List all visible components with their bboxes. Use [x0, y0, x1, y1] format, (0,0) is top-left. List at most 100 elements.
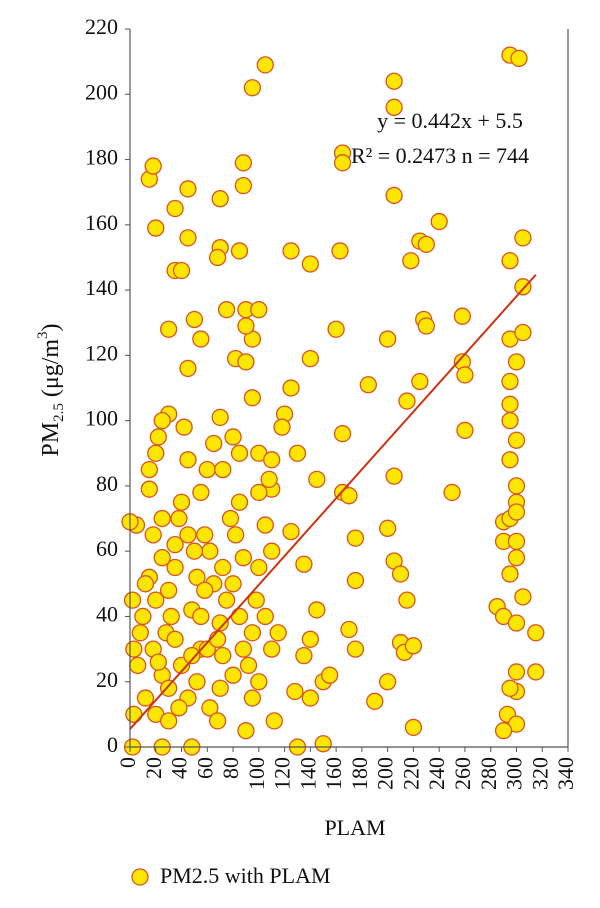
point — [224, 666, 242, 684]
point — [131, 624, 149, 642]
x-axis-title: PLAM — [324, 815, 385, 840]
point — [234, 154, 253, 172]
point — [385, 186, 403, 205]
point — [211, 190, 229, 208]
x-tick-label: 120 — [270, 757, 295, 790]
point — [273, 418, 291, 436]
y-tick-label: 200 — [85, 79, 118, 104]
point — [170, 699, 188, 717]
point — [237, 353, 255, 371]
point — [129, 656, 147, 675]
legend-marker — [131, 868, 149, 886]
point — [327, 320, 345, 338]
point — [295, 555, 313, 573]
point — [314, 735, 332, 753]
point — [147, 219, 165, 237]
point — [247, 591, 265, 609]
point — [170, 509, 188, 528]
point — [153, 411, 171, 430]
y-tick-label: 40 — [96, 602, 118, 627]
point — [136, 689, 155, 707]
point — [308, 470, 326, 489]
point — [243, 389, 262, 407]
point — [507, 549, 526, 567]
point — [179, 229, 197, 247]
point — [301, 255, 320, 273]
point — [230, 607, 249, 626]
y-tick-label: 100 — [85, 406, 118, 431]
point — [507, 477, 526, 495]
point — [144, 526, 162, 544]
x-tick-label: 20 — [141, 757, 166, 779]
point — [243, 689, 262, 707]
point — [260, 470, 278, 489]
point — [188, 673, 206, 691]
point — [172, 493, 191, 511]
legend-label: PM2.5 with PLAM — [160, 863, 331, 888]
x-tick-label: 0 — [115, 757, 140, 768]
point — [192, 330, 210, 348]
point — [140, 480, 158, 498]
point — [507, 503, 526, 521]
y-title-unit: (μg/m — [38, 339, 64, 404]
point — [125, 705, 143, 724]
point — [205, 434, 223, 453]
y-tick-label: 0 — [107, 732, 118, 757]
x-tick-label: 60 — [192, 757, 217, 779]
point — [179, 451, 197, 469]
point — [256, 516, 274, 534]
point — [263, 542, 281, 560]
point — [514, 278, 532, 296]
point — [196, 526, 214, 544]
y-tick-label: 60 — [96, 536, 118, 561]
point — [333, 425, 352, 443]
x-tick-label: 80 — [218, 757, 243, 779]
y-tick-label: 220 — [85, 14, 118, 39]
point — [507, 663, 526, 681]
point — [208, 712, 227, 730]
point — [331, 242, 349, 260]
point — [340, 487, 358, 505]
point — [224, 575, 242, 593]
point — [391, 565, 410, 583]
point — [175, 418, 193, 436]
point — [501, 372, 519, 391]
point — [282, 242, 300, 260]
x-tick-label: 300 — [502, 757, 527, 790]
point — [378, 519, 397, 537]
point — [243, 79, 262, 97]
point — [269, 624, 287, 642]
point — [250, 673, 268, 691]
point — [188, 568, 206, 586]
point — [366, 692, 384, 710]
point — [265, 712, 283, 730]
point — [501, 252, 519, 270]
point — [149, 653, 167, 671]
point — [198, 460, 216, 479]
y-tick-label: 120 — [85, 340, 118, 365]
x-tick-label: 200 — [373, 757, 398, 790]
point — [250, 558, 268, 577]
point — [234, 177, 253, 195]
point — [398, 392, 416, 410]
point — [501, 679, 519, 697]
point — [144, 157, 162, 175]
point — [527, 624, 545, 642]
point — [234, 640, 253, 658]
point — [162, 607, 180, 626]
y-tick-label: 140 — [85, 275, 118, 300]
point — [321, 666, 339, 684]
trendline — [129, 274, 537, 730]
point — [398, 591, 416, 609]
point — [211, 408, 229, 427]
point — [214, 646, 232, 665]
point — [514, 588, 532, 606]
y-tick-label: 80 — [96, 471, 118, 496]
point — [404, 718, 423, 737]
point — [385, 72, 403, 90]
point — [196, 581, 214, 599]
y-title-sub: 2.5 — [51, 403, 67, 422]
point — [456, 421, 474, 440]
point — [234, 549, 253, 567]
